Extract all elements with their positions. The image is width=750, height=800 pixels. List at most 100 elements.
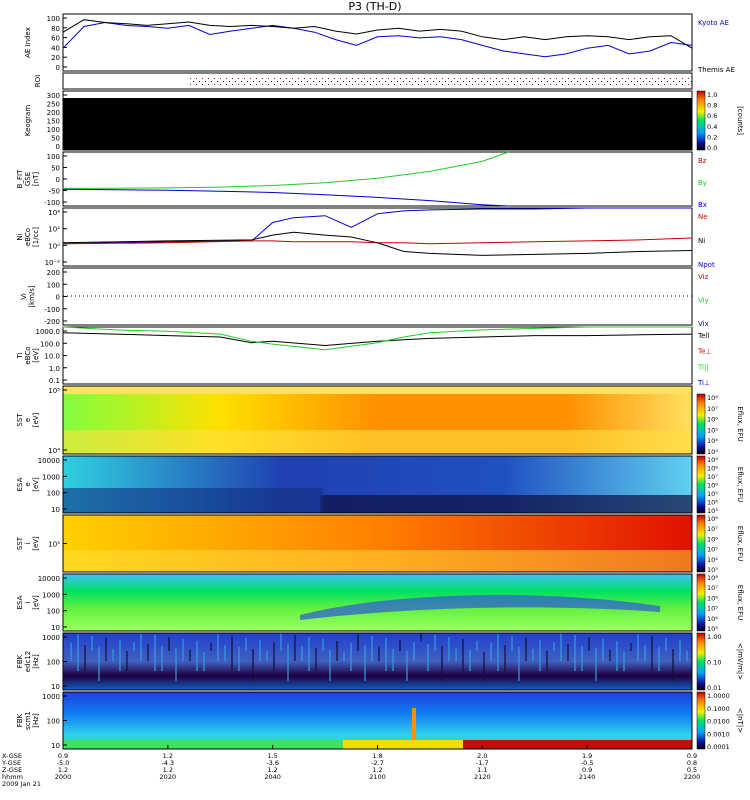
roi-dot bbox=[508, 78, 509, 79]
roi-dot bbox=[454, 78, 455, 79]
roi-dot bbox=[487, 81, 488, 82]
fbk-e-stripe bbox=[84, 645, 86, 671]
fbk-e-stripe bbox=[511, 636, 513, 651]
roi-dot bbox=[220, 78, 221, 79]
colorbar-tick: 1.00 bbox=[707, 633, 721, 641]
roi-dot bbox=[592, 78, 593, 79]
ytick-label: 40 bbox=[51, 44, 60, 52]
ytick-label: 60 bbox=[51, 35, 60, 43]
fbk-e-stripe bbox=[644, 645, 646, 661]
colorbar-tick: 0.4 bbox=[707, 123, 717, 131]
roi-dot bbox=[466, 78, 467, 79]
fbk-e-stripe bbox=[609, 650, 611, 661]
roi-dot bbox=[364, 84, 365, 85]
fbk-e-stripe bbox=[399, 640, 401, 651]
fbk-e-stripe bbox=[483, 652, 485, 681]
colorbar-label: Eflux, EFU bbox=[736, 585, 744, 620]
xaxis-value: 2140 bbox=[579, 773, 596, 781]
panel-ni-frame bbox=[62, 207, 693, 267]
roi-dot bbox=[340, 84, 341, 85]
roi-dot bbox=[469, 81, 470, 82]
xaxis-row-label: Y-GSE bbox=[1, 759, 21, 767]
roi-dot bbox=[358, 78, 359, 79]
fbk-e-stripe bbox=[140, 633, 142, 661]
roi-dot bbox=[400, 84, 401, 85]
roi-dot bbox=[310, 78, 311, 79]
xaxis-value: 2200 bbox=[684, 773, 701, 781]
legend-entry: Kyoto AE bbox=[698, 19, 729, 27]
roi-dot bbox=[520, 78, 521, 79]
fbk-e-stripe bbox=[567, 644, 569, 661]
roi-dot bbox=[403, 81, 404, 82]
ylabel-line: ESA bbox=[16, 595, 24, 609]
roi-dot bbox=[373, 81, 374, 82]
ylabel-line: SST bbox=[16, 413, 24, 427]
sst-e-top-band bbox=[63, 386, 692, 394]
fbk-e-stripe bbox=[630, 643, 632, 651]
ylabel-vi: Vi [km/s] bbox=[20, 285, 36, 308]
fbk-e-stripe bbox=[560, 633, 562, 661]
fbk-b-spike bbox=[412, 708, 416, 740]
roi-dot bbox=[460, 84, 461, 85]
xaxis-row-label: Z-GSE bbox=[2, 766, 22, 774]
ytick-label: -100 bbox=[44, 306, 60, 314]
ylabel-line: scm1 bbox=[24, 711, 32, 730]
roi-dot bbox=[619, 81, 620, 82]
ytick-label: 200 bbox=[47, 269, 60, 277]
ytick-label: 50 bbox=[51, 165, 60, 173]
fbk-e-stripe bbox=[497, 634, 499, 671]
legend-entry: Viy bbox=[698, 297, 709, 305]
roi-dot bbox=[523, 81, 524, 82]
colorbar-tick: 0.0010 bbox=[707, 730, 730, 738]
colorbar-tick: 0.01 bbox=[707, 684, 721, 692]
roi-dot bbox=[610, 84, 611, 85]
ylabel-fbk_e: FBK edc12 [Hz] bbox=[16, 651, 40, 673]
ylabel-keogram: Keogram bbox=[24, 105, 32, 136]
colorbar-tick: 0.0100 bbox=[707, 718, 730, 726]
roi-dot bbox=[682, 78, 683, 79]
fbk-e-stripe bbox=[469, 650, 471, 671]
roi-dot bbox=[652, 78, 653, 79]
roi-dot bbox=[598, 78, 599, 79]
ylabel-line: [eV] bbox=[32, 595, 40, 610]
esa-i-colorbar bbox=[696, 573, 706, 632]
fbk-e-stripe bbox=[147, 644, 149, 661]
roi-dot bbox=[190, 84, 191, 85]
colorbar-tick: 10⁴ bbox=[707, 556, 718, 564]
colorbar-tick: 10⁸ bbox=[707, 515, 718, 523]
roi-dot bbox=[388, 78, 389, 79]
xaxis-value: -3.6 bbox=[266, 759, 279, 767]
roi-dot bbox=[346, 78, 347, 79]
ytick-label: -200 bbox=[44, 318, 60, 326]
roi-dot bbox=[592, 84, 593, 85]
fbk-e-stripe bbox=[161, 646, 163, 671]
colorbar-label: Eflux, EFU bbox=[736, 526, 744, 561]
ytick-label: 100 bbox=[47, 15, 60, 23]
ytick-label: 100 bbox=[47, 490, 60, 498]
fbk-e-stripe bbox=[336, 641, 338, 661]
roi-dot bbox=[670, 78, 671, 79]
roi-dot bbox=[658, 78, 659, 79]
fbk-b-colorbar bbox=[696, 691, 706, 750]
colorbar-tick: 10⁴ bbox=[707, 615, 718, 623]
roi-dot bbox=[661, 81, 662, 82]
fbk-e-stripe bbox=[98, 647, 100, 681]
ytick-label: 10⁵ bbox=[48, 541, 60, 549]
ylabel-bfit: B_FIT GSE [nT] bbox=[16, 169, 40, 188]
roi-dot bbox=[472, 78, 473, 79]
roi-dot bbox=[559, 81, 560, 82]
legend-entry: Tell bbox=[697, 332, 709, 340]
roi-dot bbox=[544, 78, 545, 79]
colorbar-tick: 10³ bbox=[707, 448, 718, 456]
series-line-tell bbox=[62, 332, 693, 347]
colorbar-tick: 1.0 bbox=[707, 91, 717, 99]
panel-fbk-e bbox=[62, 632, 706, 691]
colorbar-tick: 10⁸ bbox=[707, 394, 718, 402]
roi-dot bbox=[364, 78, 365, 79]
fbk-e-stripe bbox=[329, 650, 331, 681]
ylabel-fbk_b: FBK scm1 [Hz] bbox=[16, 711, 40, 730]
fbk-e-stripe bbox=[665, 638, 667, 651]
panel-bfit bbox=[62, 151, 693, 207]
ytick-label: 10⁻² bbox=[45, 259, 61, 267]
